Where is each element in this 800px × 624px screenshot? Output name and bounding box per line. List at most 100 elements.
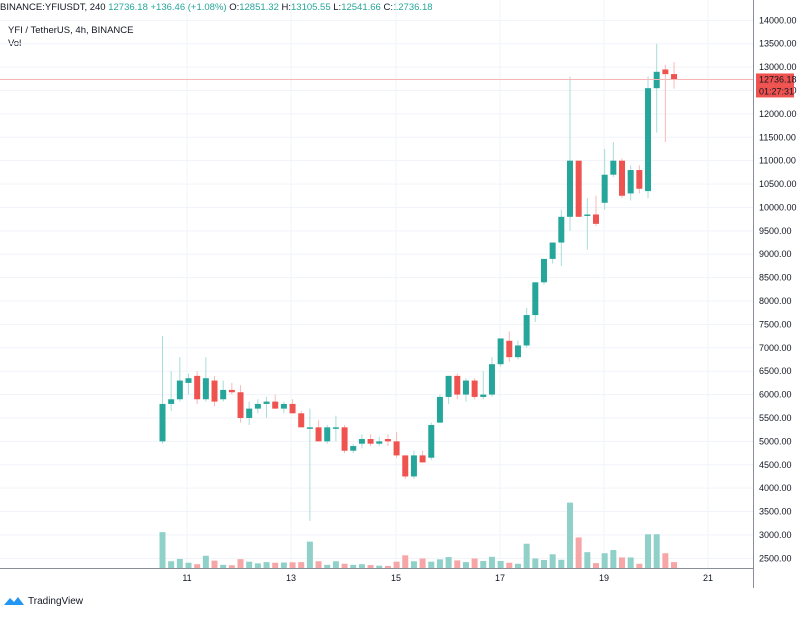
legend-title[interactable]: YFI / TetherUS, 4h, BINANCE [8,25,134,36]
last-price: 12736.18 [108,2,148,13]
countdown-tag-bg [756,85,794,98]
volume-bar [393,561,400,568]
volume-bar [480,561,487,568]
candle-body [549,242,556,259]
candles [159,43,678,521]
low-value: 12541.66 [341,2,381,13]
price-tick-label: 7000.00 [759,343,792,353]
price-change: +136.46 (+1.08%) [150,2,227,13]
low-label: L: [333,2,342,13]
volume-bar [558,559,565,568]
candle-body [393,441,400,456]
time-tick-label: 19 [599,573,609,583]
high-label: H: [281,2,292,13]
candle-body [575,160,582,217]
price-tick-label: 13000.00 [759,62,797,72]
volume-bar [488,556,495,568]
current-price-tag: 12736.18 [756,73,797,86]
volume-bar [584,552,591,568]
price-tick-label: 2500.00 [759,553,792,563]
countdown-tag: 01:27:31 [756,85,794,98]
candle-body [497,338,504,365]
time-tick-label: 21 [703,573,713,583]
volume-bar [168,561,175,568]
candle-body [324,427,331,442]
volume-bar [523,543,530,568]
candle-body [436,396,443,423]
candle-body [671,74,678,80]
candle-body [254,403,261,409]
price-tick-label: 4000.00 [759,483,792,493]
candle-body [593,214,599,224]
volume-bar [419,558,426,568]
volume-bar [540,559,547,568]
volume-bar [610,550,617,568]
high-value: 13105.55 [291,2,331,13]
candle-body [488,364,495,395]
volume-bar [306,541,313,568]
candle-body [506,340,513,358]
time-axis[interactable]: 11 13 15 17 19 21 [182,573,713,583]
candle-body [532,282,539,316]
candle-body [367,439,374,444]
candle-body [480,394,487,397]
price-tick-label: 4500.00 [759,460,792,470]
volume-bar [324,564,331,568]
time-tick-label: 15 [391,573,401,583]
candle-body [627,170,634,194]
volume-bar [384,565,391,568]
candle-body [653,71,660,89]
volume-bar [350,564,357,568]
volume-bar [263,562,270,568]
price-tick-label: 5500.00 [759,413,792,423]
volume-bar [246,561,253,568]
volume-bar [462,562,469,568]
volume-bar [228,565,235,568]
candle-body [159,403,166,442]
price-axis[interactable]: 2500.00 3000.00 3500.00 4000.00 4500.00 5000.… [759,15,797,563]
volume-bar [254,563,261,568]
candle-body [610,160,617,175]
volume-bar [471,558,478,568]
volume-bar [410,561,417,568]
candle-body [462,380,469,395]
candle-body [350,446,357,451]
volume-bar [211,560,218,568]
candle-body [263,401,270,404]
price-tick-label: 13500.00 [759,39,797,49]
time-tick-label: 17 [495,573,505,583]
candle-body [315,427,322,442]
candle-body [194,375,201,400]
candle-body [228,389,235,393]
volume-bar [514,563,521,568]
candle-body [341,427,348,451]
candle-body [514,345,521,358]
candle-body [298,413,305,428]
volume-bars [159,502,678,568]
price-tick-label: 3500.00 [759,507,792,517]
volume-bar [601,553,608,568]
volume-bar [402,555,409,568]
volume-bar [549,554,556,568]
brand-name: TradingView [28,595,84,607]
volume-bar [367,565,374,568]
candle-body [445,375,452,397]
volume-bar [645,534,652,568]
volume-bar [454,560,461,568]
volume-bar [341,563,348,568]
volume-bar [332,561,339,568]
symbol-label[interactable]: BINANCE:YFIUSDT, 240 [0,2,106,13]
candle-body [566,160,573,217]
volume-bar [566,502,573,568]
current-price-tag-text: 12736.18 [759,74,797,84]
candle-body [246,408,253,418]
footer-brand[interactable]: TradingView [4,594,83,608]
volume-bar [636,563,643,568]
volume-bar [506,562,513,568]
price-tick-label: 9500.00 [759,226,792,236]
volume-bar [315,561,322,568]
volume-bar [237,559,244,568]
candle-body [601,174,608,203]
candle-body [272,401,279,409]
